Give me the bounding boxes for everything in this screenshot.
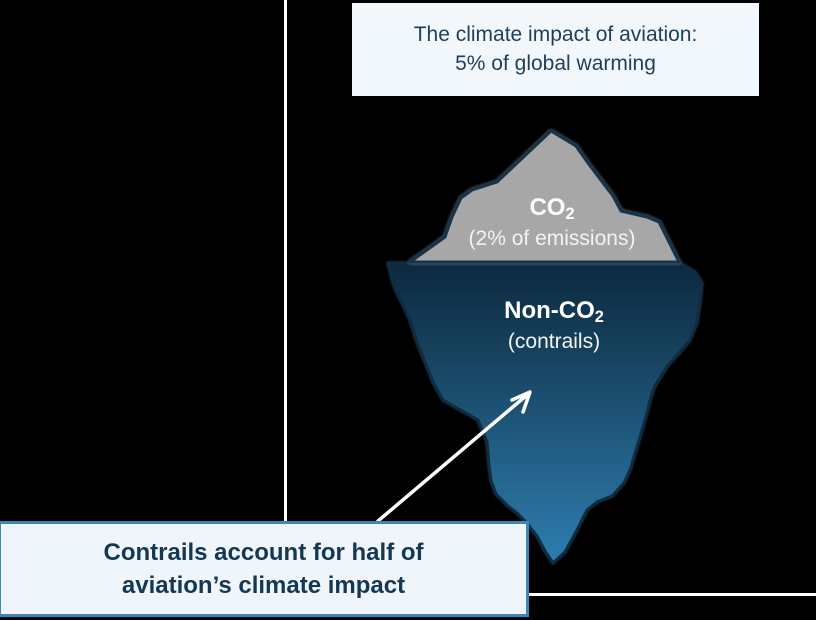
co2-label-prefix: CO <box>529 194 566 221</box>
non-co2-label-subscript: 2 <box>594 308 604 327</box>
iceberg-underwater-shape <box>386 261 704 565</box>
callout-line-1: Contrails account for half of <box>103 538 424 566</box>
non-co2-label-prefix: Non-CO <box>504 297 595 324</box>
non-co2-label-detail: (contrails) <box>507 330 601 354</box>
title-line-1: The climate impact of aviation: <box>413 22 698 46</box>
non-co2-label: Non-CO2 (contrails) <box>504 297 604 354</box>
axis-left-spine <box>284 0 287 522</box>
title-line-2: 5% of global warming <box>455 51 656 75</box>
axis-bottom-spine <box>284 593 816 596</box>
non-co2-label-main: Non-CO2 <box>504 297 604 327</box>
title-box: The climate impact of aviation: 5% of gl… <box>352 3 759 96</box>
co2-label-detail: (2% of emissions) <box>468 227 636 251</box>
iceberg-abovewater-shape <box>408 129 681 264</box>
co2-label: CO2 (2% of emissions) <box>469 194 636 251</box>
contrails-arrow <box>376 390 532 523</box>
callout-line-2: aviation’s climate impact <box>121 572 406 599</box>
co2-label-main: CO2 <box>469 194 636 224</box>
co2-label-subscript: 2 <box>565 205 575 224</box>
callout-box: Contrails account for half of aviation’s… <box>0 521 529 617</box>
